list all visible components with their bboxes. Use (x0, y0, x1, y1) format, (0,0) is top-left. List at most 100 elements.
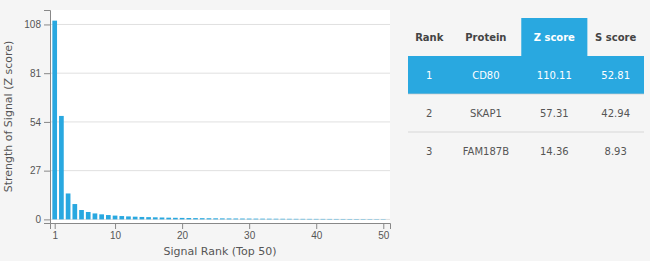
tick-label: 50 (378, 230, 390, 241)
tick-mark (383, 223, 384, 229)
bar (381, 219, 386, 220)
chart: 1 10 20 30 40 50 0 27 54 81 108 Signal Rank (Top 50… (0, 0, 650, 261)
tick-mark (44, 171, 50, 172)
bar (200, 218, 205, 219)
bar (354, 219, 359, 220)
tick-mark (182, 223, 183, 229)
table-cell: SKAP1 (470, 108, 502, 119)
bar (166, 218, 171, 220)
grid-line (50, 170, 390, 171)
grid-line (50, 121, 390, 122)
bar (72, 204, 77, 219)
bar (233, 218, 238, 220)
tick: 10 (110, 223, 122, 241)
bar (220, 218, 225, 220)
bar (334, 218, 339, 219)
tick: 54 (30, 117, 50, 128)
bar (153, 217, 158, 219)
bar (79, 210, 84, 219)
bar (99, 214, 104, 219)
background (0, 0, 650, 261)
table-header: S score (595, 32, 636, 43)
table-separator (408, 132, 644, 133)
axis-line (51, 224, 391, 230)
plot-background (50, 10, 390, 223)
grid-line (50, 73, 390, 74)
tick-label: 108 (24, 19, 41, 30)
bar (140, 217, 145, 219)
bar (146, 217, 151, 219)
table-cell: FAM187B (463, 146, 509, 157)
tick-mark (44, 219, 50, 220)
bar (227, 218, 232, 220)
table-cell: 1 (426, 70, 432, 81)
tick-label: 27 (30, 165, 42, 176)
bar (126, 216, 131, 219)
tick: 0 (35, 214, 50, 225)
table-cell: 57.31 (540, 108, 569, 119)
tick: 27 (30, 165, 50, 176)
plot: 1 10 20 30 40 50 0 27 54 81 108 (24, 10, 390, 241)
grid-line (50, 24, 390, 25)
x-axis-title: Signal Rank (Top 50) (164, 245, 277, 258)
bar (119, 216, 124, 219)
bar (106, 215, 111, 219)
bar (113, 216, 118, 220)
tick: 30 (244, 223, 256, 241)
x-axis: 1 10 20 30 40 50 (51, 223, 391, 241)
table: RankProteinZ scoreS score1CD80110.1152.8… (408, 18, 644, 157)
table-header: Rank (415, 32, 444, 43)
tick-label: 10 (110, 230, 122, 241)
grid (50, 24, 390, 219)
tick-label: 1 (52, 230, 58, 241)
tick-mark (44, 122, 50, 123)
table-cell: 14.36 (540, 146, 569, 157)
bar (213, 218, 218, 219)
tick: 81 (30, 68, 50, 79)
table-cell: 110.11 (537, 70, 572, 81)
table-row-highlight (408, 56, 644, 94)
bar (341, 218, 346, 219)
y-axis-title: Strength of Signal (Z score) (2, 41, 15, 193)
bars (52, 21, 385, 220)
bar (66, 193, 71, 219)
tick: 50 (378, 223, 390, 241)
bar (361, 219, 366, 220)
bar (193, 218, 198, 219)
tick: 1 (52, 223, 58, 241)
bar (374, 219, 379, 220)
table-cell: 2 (426, 108, 432, 119)
tick-mark (316, 223, 317, 229)
tick: 40 (311, 223, 323, 241)
table-header-highlight (521, 18, 587, 56)
bar (280, 218, 285, 220)
bar (260, 218, 265, 220)
bar (52, 21, 57, 220)
tick-label: 20 (177, 230, 189, 241)
bar (207, 218, 212, 219)
table-header: Protein (465, 32, 506, 43)
table-cell: 3 (426, 146, 432, 157)
tick-label: 0 (35, 214, 41, 225)
bar (86, 212, 91, 219)
tick-mark (249, 223, 250, 229)
bar (321, 218, 326, 219)
tick-label: 30 (244, 230, 256, 241)
bar (133, 217, 138, 220)
bar (307, 218, 312, 220)
bar (240, 218, 245, 220)
bar (180, 218, 185, 219)
tick-mark (44, 73, 50, 74)
tick-mark (55, 223, 56, 229)
table-cell: 8.93 (605, 146, 627, 157)
y-axis: 0 27 54 81 108 (24, 11, 50, 226)
bar (327, 218, 332, 219)
bar (347, 218, 352, 219)
bar (368, 219, 373, 220)
tick-mark (115, 223, 116, 229)
tick: 108 (24, 19, 50, 30)
bar (59, 116, 64, 219)
bar (267, 218, 272, 220)
bar (294, 218, 299, 220)
bar (93, 213, 98, 219)
